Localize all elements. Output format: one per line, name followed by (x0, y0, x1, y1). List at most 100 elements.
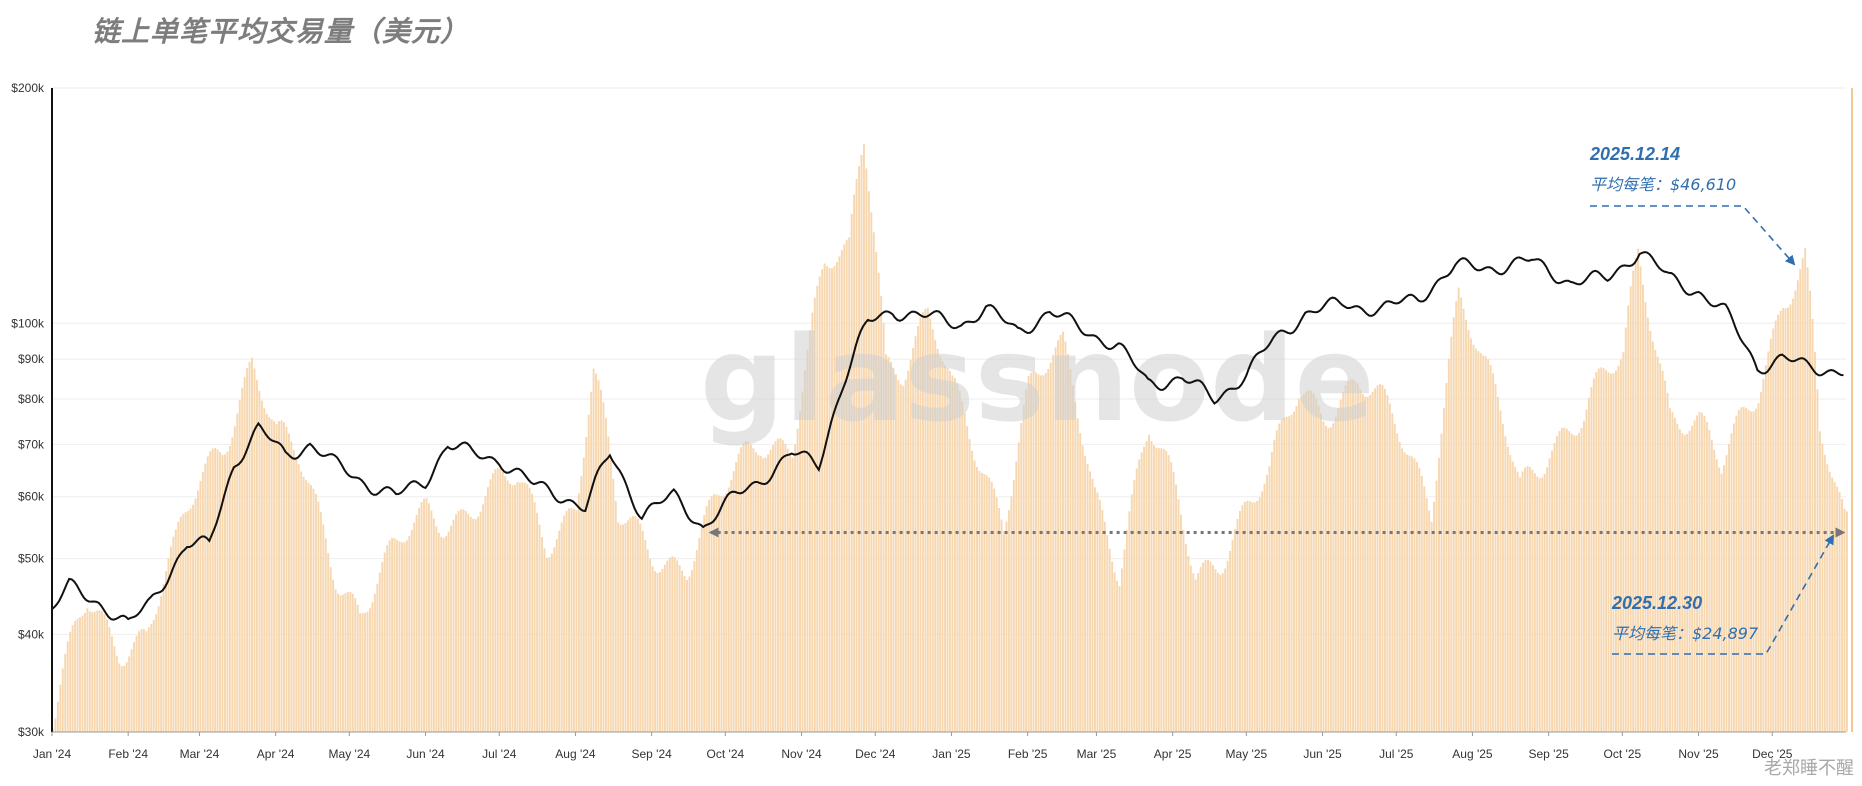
bar (582, 457, 585, 732)
bar (1737, 410, 1740, 732)
bar (504, 476, 507, 732)
bar (1654, 349, 1657, 732)
bar (823, 263, 826, 732)
bar (1017, 442, 1020, 732)
bar (587, 414, 590, 732)
bar (826, 266, 829, 732)
annotation-bottom-arrow (1612, 534, 1834, 655)
bar (1472, 344, 1475, 732)
bar (319, 511, 322, 732)
bar (1612, 373, 1615, 732)
bar (1705, 421, 1708, 732)
bar (255, 379, 258, 732)
bar (789, 453, 792, 732)
bar (248, 361, 251, 732)
bar (1157, 448, 1160, 732)
bar (155, 614, 158, 732)
bar (98, 610, 101, 732)
bar (1521, 471, 1524, 732)
bar (386, 545, 389, 732)
bar (206, 456, 209, 732)
x-tick-label: Sep '24 (631, 747, 672, 761)
bar (1511, 461, 1514, 732)
bar (1531, 469, 1534, 732)
x-tick-label: Jul '25 (1379, 747, 1414, 761)
bar (1799, 269, 1802, 732)
bar (545, 557, 548, 732)
bar (418, 507, 421, 732)
bar (644, 539, 647, 732)
bar (403, 542, 406, 732)
bar (462, 509, 465, 732)
bar (1772, 328, 1775, 732)
bar (66, 641, 69, 732)
bar (1735, 415, 1738, 732)
bar (408, 536, 411, 732)
bar (1381, 385, 1384, 732)
bar (209, 451, 212, 732)
x-tick-label: Oct '25 (1604, 747, 1642, 761)
bar (614, 500, 617, 732)
bar (705, 506, 708, 732)
bar (1177, 499, 1180, 732)
bar (1315, 398, 1318, 732)
x-tick-label: Jul '24 (482, 747, 517, 761)
bar (1305, 391, 1308, 732)
bar (64, 653, 67, 732)
bar (821, 269, 824, 732)
bar (86, 608, 89, 732)
bar (673, 557, 676, 732)
bar (855, 178, 858, 732)
bar (165, 571, 167, 732)
bar (514, 484, 516, 732)
bar (727, 487, 730, 732)
bar (654, 571, 657, 732)
bar (1782, 308, 1785, 732)
bar (1757, 403, 1760, 732)
bar (1393, 423, 1396, 732)
bar (1536, 476, 1539, 732)
bar (980, 473, 983, 732)
line-series (51, 251, 1844, 621)
bar (1578, 432, 1581, 732)
bar (1718, 467, 1721, 732)
bar (1121, 568, 1123, 732)
bar (1818, 431, 1821, 732)
bar (341, 594, 344, 732)
bar (1022, 405, 1025, 732)
bar (1270, 451, 1273, 732)
bar (310, 485, 312, 732)
bar (1661, 370, 1664, 732)
bar (113, 646, 116, 732)
bar (1406, 454, 1409, 732)
bar (1789, 304, 1792, 732)
bar (894, 374, 897, 732)
bar (459, 509, 462, 732)
bar (1391, 413, 1394, 732)
bar (1204, 559, 1207, 732)
bar (1715, 459, 1718, 732)
bar (668, 557, 671, 732)
bar (921, 312, 924, 732)
bar (1081, 445, 1084, 732)
bar (1371, 391, 1374, 732)
bar (356, 604, 359, 732)
bar (479, 511, 482, 732)
bar (1020, 423, 1023, 732)
bar (1501, 423, 1504, 732)
bar (1568, 431, 1571, 732)
bar (1170, 462, 1173, 732)
bar (440, 536, 443, 732)
bar (1012, 479, 1015, 732)
bar (1216, 572, 1219, 732)
bar (1084, 455, 1087, 732)
bar (329, 567, 332, 732)
bar (169, 546, 172, 732)
bar (283, 422, 285, 732)
bar (1678, 429, 1681, 732)
bar (101, 611, 104, 732)
bar (1556, 436, 1558, 732)
bar (956, 383, 959, 732)
x-tick-label: Feb '25 (1008, 747, 1048, 761)
bar (115, 655, 118, 732)
